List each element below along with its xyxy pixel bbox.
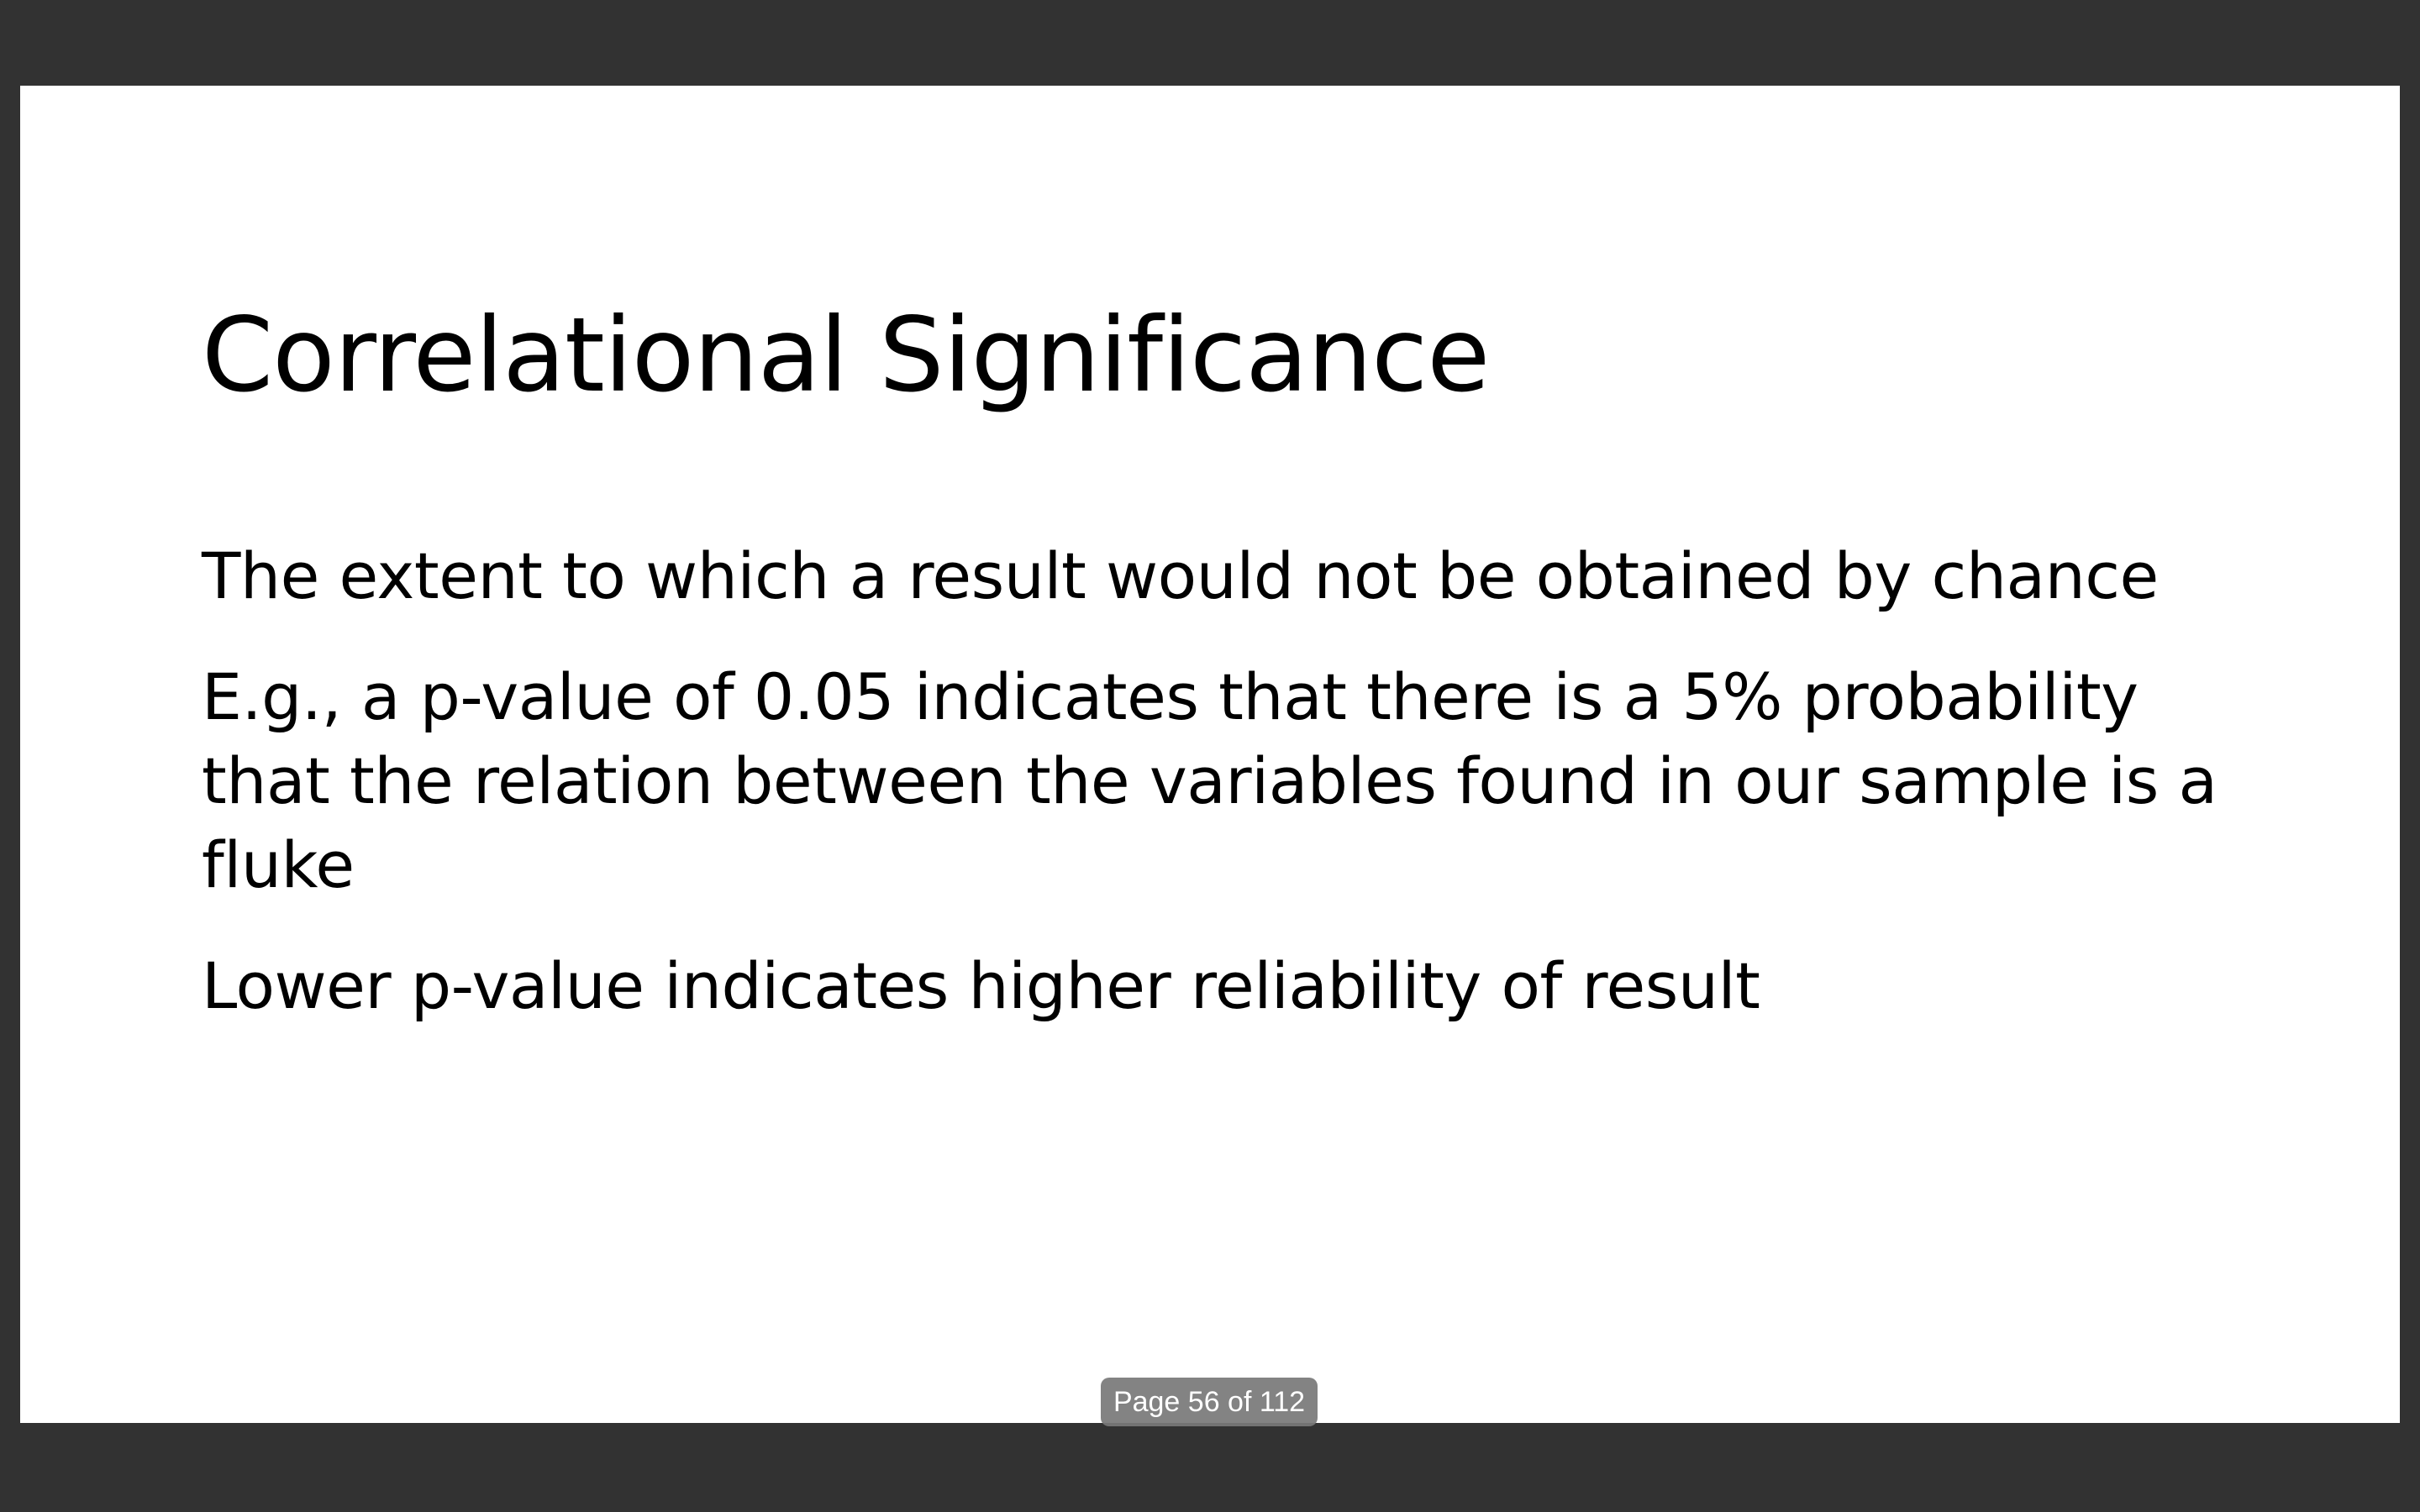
slide-paragraph: Lower p-value indicates higher reliabili… [202, 948, 1760, 1023]
slide-page: Correlational Significance The extent to… [20, 86, 2400, 1423]
slide-body: The extent to which a result would not b… [202, 534, 2277, 1065]
slide-paragraph: The extent to which a result would not b… [202, 538, 2159, 613]
slide-paragraph: E.g., a p-value of 0.05 indicates that t… [202, 659, 2217, 902]
slide-title: Correlational Significance [202, 296, 1490, 415]
page-indicator: Page 56 of 112 [1101, 1378, 1318, 1426]
